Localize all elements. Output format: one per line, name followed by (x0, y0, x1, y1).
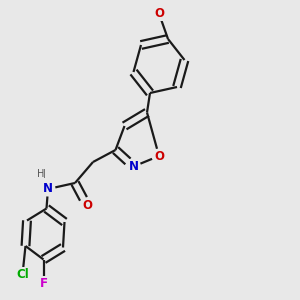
Text: H: H (36, 167, 45, 181)
Text: O: O (154, 149, 164, 163)
Text: N: N (128, 160, 139, 173)
Text: Cl: Cl (16, 268, 29, 281)
Text: O: O (82, 199, 92, 212)
Text: N: N (43, 182, 53, 196)
Text: O: O (154, 7, 164, 20)
Text: H: H (37, 169, 44, 179)
Text: F: F (40, 277, 47, 290)
